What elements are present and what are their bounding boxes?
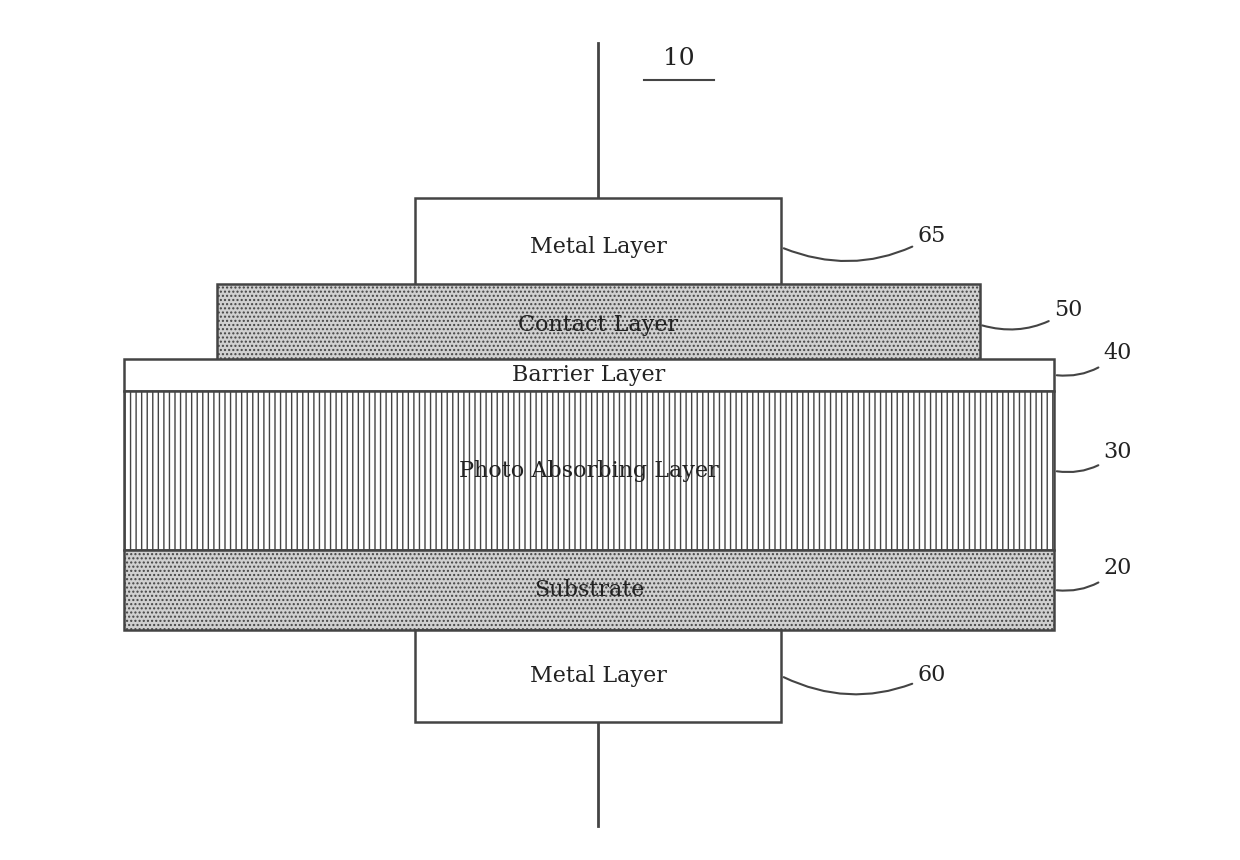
Text: 30: 30 [1056, 440, 1132, 472]
Bar [124, 359, 1054, 391]
Text: 60: 60 [784, 664, 946, 694]
Text: 50: 50 [982, 298, 1083, 329]
Bar [217, 284, 980, 366]
Text: Barrier Layer: Barrier Layer [512, 364, 666, 386]
Text: Substrate: Substrate [533, 579, 645, 601]
Bar [124, 550, 1054, 630]
Text: 40: 40 [1056, 341, 1132, 376]
Text: 20: 20 [1056, 556, 1132, 591]
Text: Metal Layer: Metal Layer [529, 237, 667, 258]
Bar [124, 391, 1054, 550]
Text: 10: 10 [663, 47, 694, 71]
Text: 65: 65 [784, 225, 946, 261]
Text: Contact Layer: Contact Layer [518, 314, 678, 335]
Text: Metal Layer: Metal Layer [529, 665, 667, 687]
Bar [415, 630, 781, 722]
Text: Photo Absorbing Layer: Photo Absorbing Layer [459, 460, 719, 482]
Bar [415, 198, 781, 297]
